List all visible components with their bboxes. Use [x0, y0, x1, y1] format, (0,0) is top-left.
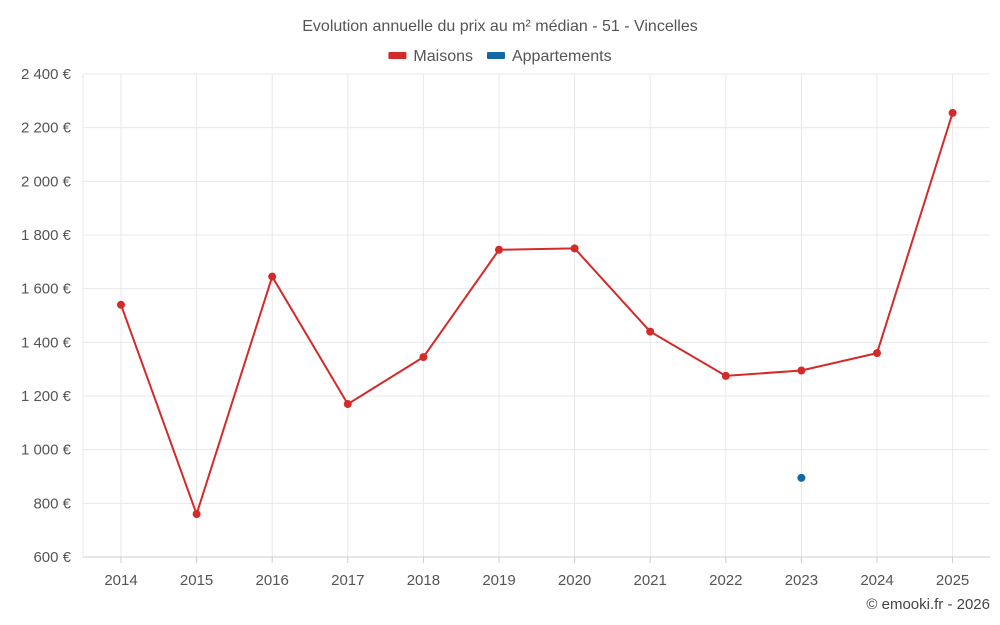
- data-point[interactable]: [419, 353, 428, 362]
- series-layer: [117, 108, 957, 519]
- x-tick-label: 2025: [936, 572, 969, 589]
- series-line: [120, 112, 954, 518]
- data-point[interactable]: [570, 244, 579, 253]
- x-tick-label: 2019: [482, 572, 515, 589]
- data-point[interactable]: [948, 108, 957, 117]
- data-point[interactable]: [268, 272, 277, 281]
- y-tick-label: 2 200 €: [21, 120, 72, 137]
- x-tick-label: 2024: [860, 572, 893, 589]
- x-tick-label: 2021: [634, 572, 667, 589]
- x-tick-label: 2020: [558, 572, 591, 589]
- x-tick-label: 2015: [180, 572, 213, 589]
- data-point[interactable]: [343, 400, 352, 409]
- x-tick-label: 2018: [407, 572, 440, 589]
- legend-item-maisons[interactable]: Maisons: [388, 48, 473, 65]
- legend: Maisons Appartements: [388, 48, 612, 65]
- y-tick-label: 1 200 €: [21, 388, 72, 405]
- x-tick-label: 2016: [256, 572, 289, 589]
- x-tick-label: 2014: [104, 572, 137, 589]
- legend-item-appartements[interactable]: Appartements: [486, 48, 612, 65]
- chart-title: Evolution annuelle du prix au m² médian …: [302, 18, 697, 35]
- credit: © emooki.fr - 2026: [866, 596, 990, 613]
- data-point[interactable]: [721, 371, 730, 380]
- y-tick-label: 800 €: [33, 495, 71, 512]
- legend-label: Maisons: [413, 48, 473, 65]
- legend-swatch: [486, 52, 505, 59]
- data-point[interactable]: [873, 349, 881, 358]
- data-point[interactable]: [797, 366, 806, 375]
- grid: [83, 73, 990, 557]
- y-tick-label: 1 600 €: [21, 281, 72, 298]
- data-point[interactable]: [495, 245, 503, 254]
- data-point[interactable]: [117, 300, 125, 309]
- y-tick-label: 2 000 €: [21, 173, 72, 190]
- series-appartements: [797, 473, 806, 482]
- legend-swatch: [388, 52, 407, 59]
- y-tick-label: 600 €: [33, 549, 71, 566]
- y-tick-label: 1 800 €: [21, 227, 72, 244]
- x-tick-label: 2017: [331, 572, 364, 589]
- legend-label: Appartements: [512, 48, 612, 65]
- axes: 600 € 800 € 1 000 € 1 200 € 1 400 € 1 600 € 1 …: [21, 66, 990, 589]
- x-tick-label: 2023: [785, 572, 818, 589]
- y-tick-label: 1 000 €: [21, 442, 72, 459]
- y-tick-label: 2 400 €: [21, 66, 72, 83]
- y-tick-label: 1 400 €: [21, 334, 72, 351]
- x-tick-label: 2022: [709, 572, 742, 589]
- data-point[interactable]: [646, 327, 655, 336]
- data-point[interactable]: [192, 510, 201, 519]
- data-point[interactable]: [797, 473, 806, 482]
- series-maisons: [117, 108, 957, 519]
